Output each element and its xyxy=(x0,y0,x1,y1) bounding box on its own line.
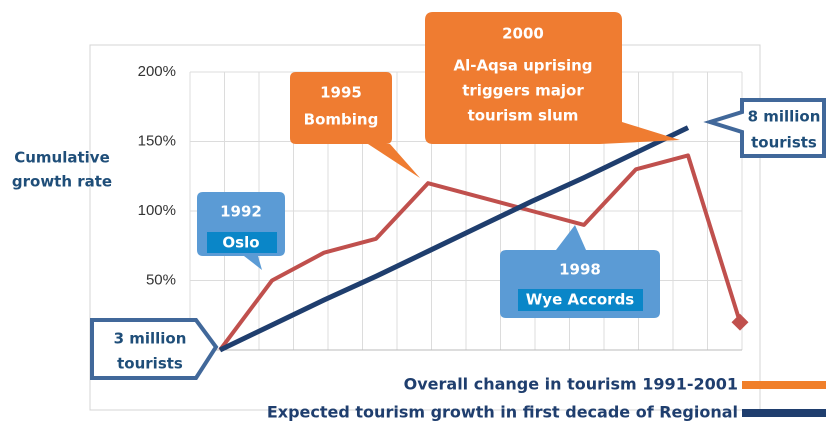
endpoint-text: tourists xyxy=(117,355,183,373)
callout-text: Oslo xyxy=(222,234,259,252)
callout-text: Bombing xyxy=(304,111,379,129)
callout-title: 1995 xyxy=(320,84,362,102)
endpoint-text: 8 million xyxy=(748,108,821,126)
endpoint-box xyxy=(703,98,826,158)
legend: Overall change in tourism 1991-2001 Expec… xyxy=(267,375,826,422)
callout-text: triggers major xyxy=(462,82,584,100)
series-line xyxy=(218,125,690,353)
callout xyxy=(425,12,680,144)
legend-label: Expected tourism growth in first decade … xyxy=(267,403,738,422)
legend-swatch xyxy=(742,409,826,417)
callout-bar xyxy=(207,232,277,253)
end-marker xyxy=(731,313,749,331)
y-tick-label: 100% xyxy=(138,202,176,219)
callout-title: 2000 xyxy=(502,25,544,43)
series-line xyxy=(218,153,742,352)
callout-bar xyxy=(518,289,643,311)
endpoint-text: 3 million xyxy=(114,330,187,348)
y-axis-label: Cumulative xyxy=(14,149,110,167)
y-tick-label: 150% xyxy=(138,132,176,149)
legend-swatch xyxy=(742,381,826,389)
callout-text: Wye Accords xyxy=(526,291,635,309)
plot xyxy=(218,125,749,353)
callout xyxy=(290,72,420,178)
callout-title: 1992 xyxy=(220,203,262,221)
y-tick-label: 50% xyxy=(146,271,176,288)
callout-text: tourism slum xyxy=(468,107,579,125)
endpoint-text: tourists xyxy=(751,134,817,152)
callout-text: Al-Aqsa uprising xyxy=(453,57,592,75)
legend-label: Overall change in tourism 1991-2001 xyxy=(404,375,738,394)
callout-title: 1998 xyxy=(559,261,601,279)
endpoint-box xyxy=(90,318,219,380)
y-axis-label: growth rate xyxy=(12,173,112,191)
y-tick-label: 200% xyxy=(138,63,176,80)
